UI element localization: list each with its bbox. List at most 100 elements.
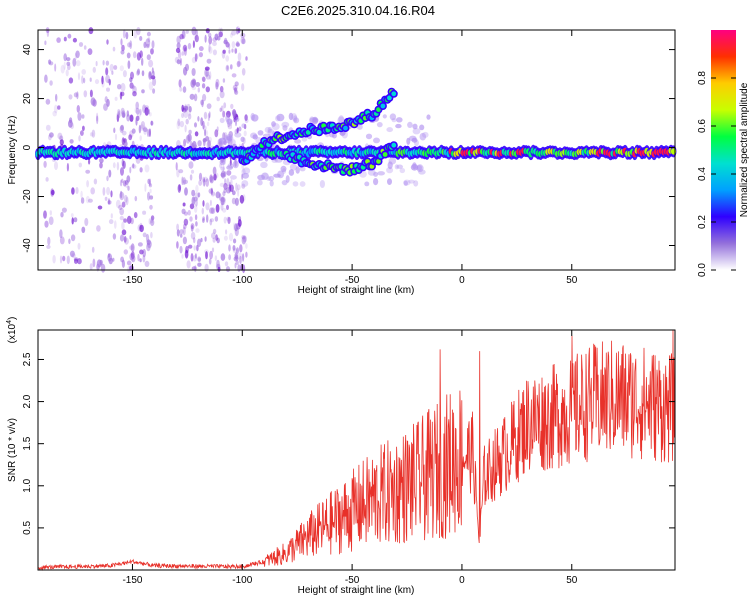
spectral-noise-point: [142, 232, 147, 238]
spectral-noise-point: [190, 231, 196, 240]
spectral-noise-point: [227, 216, 231, 225]
spectral-noise-point: [131, 128, 136, 134]
spectral-noise-point: [143, 41, 147, 49]
spectral-noise-point: [185, 63, 189, 72]
spectral-noise-point: [228, 232, 234, 242]
spectral-halo-point: [241, 180, 249, 187]
spectral-noise-point: [150, 219, 155, 227]
snr-ytick-label: 1.5: [22, 436, 33, 450]
spectral-noise-point: [75, 50, 80, 59]
spectral-halo-point: [292, 181, 299, 187]
spectral-noise-point: [208, 111, 211, 119]
spectral-noise-point: [206, 121, 210, 127]
spectral-noise-point: [119, 207, 125, 216]
spectral-noise-point: [191, 56, 197, 64]
spectral-halo-point: [412, 162, 417, 170]
spectral-noise-point: [227, 124, 233, 130]
spectral-noise-point: [84, 217, 89, 227]
spectral-noise-point: [221, 196, 226, 206]
spectral-halo-point: [382, 114, 387, 119]
spectral-noise-point: [77, 258, 82, 265]
spectral-noise-point: [106, 87, 110, 92]
spectral-noise-point: [134, 107, 138, 114]
spectral-noise-point: [44, 74, 48, 83]
spectral-noise-point: [219, 85, 224, 93]
spectral-noise-point: [215, 234, 218, 241]
spectral-noise-point: [223, 235, 228, 241]
spectral-noise-point: [209, 250, 214, 260]
snr-ytick-label: 2.0: [22, 394, 33, 408]
spectral-noise-point: [60, 211, 64, 218]
spectral-noise-point: [150, 215, 155, 221]
spectral-noise-point: [112, 162, 116, 169]
spectral-noise-point: [197, 116, 200, 122]
spectral-noise-point: [137, 242, 143, 247]
spectral-noise-point: [237, 188, 240, 197]
spectral-noise-point: [209, 176, 214, 184]
spectral-noise-point: [231, 73, 237, 78]
spectral-noise-point: [176, 168, 180, 178]
spectral-halo-point: [241, 168, 246, 176]
spectral-noise-point: [148, 81, 154, 91]
spectral-halo-point: [277, 170, 284, 179]
spectral-noise-point: [119, 190, 123, 199]
spectral-noise-point: [140, 121, 146, 130]
spectral-halo-point: [391, 118, 397, 123]
spectral-noise-point: [222, 110, 226, 118]
spectral-halo-point: [218, 137, 227, 145]
spectral-noise-point: [232, 112, 236, 119]
spectral-noise-point: [96, 115, 99, 125]
spectral-noise-point: [189, 174, 193, 181]
spectral-noise-point: [90, 97, 96, 106]
spectral-noise-point: [44, 220, 49, 228]
spectral-halo-point: [416, 165, 422, 171]
spectral-noise-point: [119, 179, 123, 187]
spectral-halo-point: [386, 127, 394, 133]
spectral-noise-point: [178, 79, 182, 88]
spectral-noise-point: [70, 213, 74, 218]
spectral-noise-point: [179, 229, 184, 235]
spectral-halo-point: [257, 130, 264, 136]
spectral-halo-point: [235, 117, 240, 122]
spectral-noise-point: [240, 32, 246, 39]
spectral-noise-point: [82, 77, 86, 84]
spectral-halo-point: [406, 137, 411, 145]
spectral-noise-point: [189, 216, 193, 222]
spectral-halo-point: [261, 172, 269, 180]
spectral-halo-point: [289, 163, 297, 171]
spectral-noise-point: [117, 84, 122, 90]
spectral-noise-point: [107, 253, 113, 262]
spectral-noise-point: [106, 98, 110, 107]
spectrogram-xtick-label: 0: [459, 275, 465, 286]
spectral-halo-point: [268, 175, 275, 182]
spectral-noise-point: [190, 79, 196, 88]
spectral-noise-point: [242, 253, 245, 262]
spectral-noise-point: [212, 237, 216, 243]
spectral-noise-point: [63, 61, 66, 70]
spectral-noise-point: [215, 81, 219, 90]
spectral-noise-point: [204, 129, 207, 137]
spectral-noise-point: [50, 188, 55, 197]
spectral-noise-point: [216, 96, 220, 102]
spectral-noise-point: [66, 255, 70, 265]
spectral-noise-point: [215, 191, 221, 199]
spectral-noise-point: [78, 135, 81, 142]
spectral-halo-point: [416, 164, 424, 173]
upper-branch-point: [343, 125, 348, 131]
spectral-halo-point: [294, 139, 302, 144]
spectral-noise-point: [113, 127, 116, 134]
spectral-noise-point: [194, 35, 197, 41]
spectral-noise-point: [80, 130, 84, 136]
spectral-noise-point: [190, 223, 195, 230]
spectral-noise-point: [214, 33, 219, 41]
snr-xlabel: Height of straight line (km): [298, 585, 415, 596]
spectral-noise-point: [243, 130, 247, 137]
spectral-noise-point: [193, 237, 196, 244]
spectral-noise-point: [176, 42, 181, 49]
spectral-noise-point: [184, 124, 187, 133]
spectral-noise-point: [182, 202, 186, 207]
spectral-noise-point: [108, 78, 111, 86]
spectral-noise-point: [209, 218, 215, 223]
spectral-noise-point: [226, 65, 229, 70]
spectral-noise-point: [194, 131, 199, 137]
